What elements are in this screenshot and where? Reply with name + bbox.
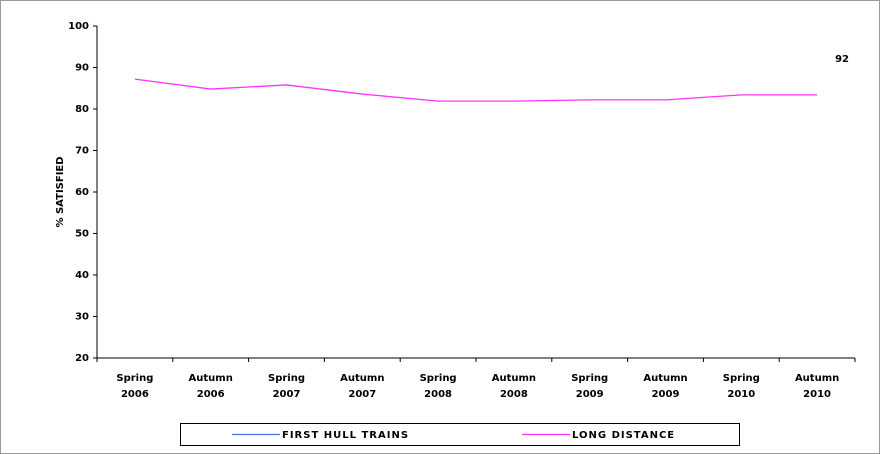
- y-tick-label: 50: [75, 229, 89, 240]
- x-tick-label: Spring 2007: [268, 373, 305, 400]
- y-axis-label: % SATISFIED: [55, 156, 66, 227]
- x-tick-label: Spring 2009: [571, 373, 609, 400]
- x-tick-label: Autumn 2006: [188, 373, 233, 400]
- y-tick-label: 100: [68, 21, 89, 32]
- y-tick-label: 20: [75, 353, 89, 364]
- series-line: [134, 78, 818, 102]
- x-tick-label: Autumn 2009: [643, 373, 688, 400]
- y-tick-label: 40: [75, 270, 89, 281]
- x-tick-label: Autumn 2007: [340, 373, 385, 400]
- x-tick-label: Autumn 2008: [491, 373, 537, 400]
- y-tick-label: 60: [75, 187, 89, 198]
- y-tick-label: 80: [75, 104, 89, 115]
- x-tick-label: Spring 2006: [116, 373, 154, 400]
- x-tick-label: Spring 2010: [722, 373, 760, 400]
- y-tick-label: 30: [75, 312, 89, 323]
- y-tick-label: 70: [75, 146, 89, 157]
- x-tick-label: Spring 2008: [419, 373, 457, 400]
- data-label: 92: [835, 54, 849, 65]
- legend-box: [180, 423, 740, 446]
- y-tick-label: 90: [75, 63, 89, 74]
- legend-label: FIRST HULL TRAINS: [282, 430, 409, 441]
- legend-label: LONG DISTANCE: [572, 430, 675, 441]
- x-tick-label: Autumn 2010: [794, 373, 840, 400]
